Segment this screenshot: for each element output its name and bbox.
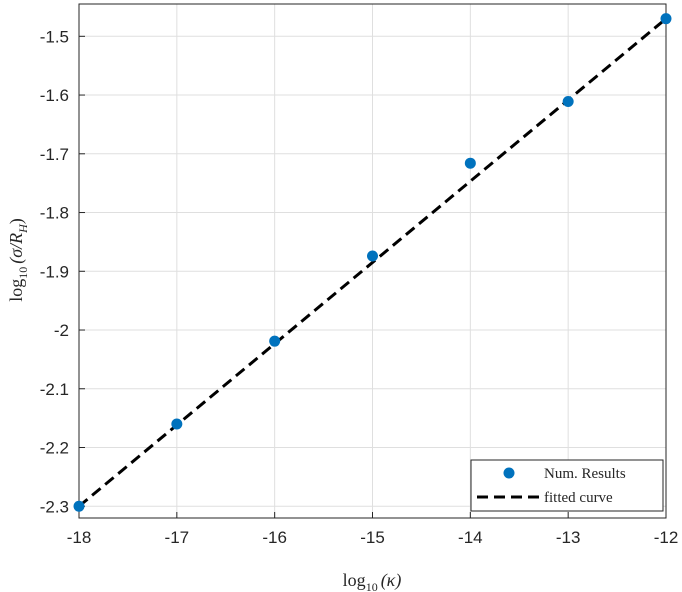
y-axis-label-sub: 10 <box>16 267 30 279</box>
y-axis-label: log10 (σ/RH) <box>6 218 30 302</box>
data-point <box>660 13 672 25</box>
data-point <box>73 500 85 512</box>
x-axis-label-arg: (κ) <box>381 570 402 591</box>
y-tick-label: -1.5 <box>40 27 69 46</box>
x-tick-label: -17 <box>165 528 190 547</box>
y-tick-label: -1.7 <box>40 145 69 164</box>
x-axis-label-prefix: log <box>343 570 366 590</box>
y-tick-label: -1.8 <box>40 204 69 223</box>
x-tick-label: -16 <box>262 528 287 547</box>
y-axis-label-prefix: log <box>6 279 26 302</box>
y-tick-label: -1.9 <box>40 262 69 281</box>
legend-label-fitted-curve: fitted curve <box>544 490 613 506</box>
legend-marker-num-results <box>503 467 515 479</box>
y-tick-label: -2.3 <box>40 497 69 516</box>
x-tick-label: -12 <box>654 528 679 547</box>
y-tick-label: -1.6 <box>40 86 69 105</box>
data-point <box>269 335 281 347</box>
legend-label-num-results: Num. Results <box>544 466 626 482</box>
x-axis-label: log10 (κ) <box>343 570 402 592</box>
x-tick-label: -18 <box>67 528 92 547</box>
x-tick-label: -15 <box>360 528 385 547</box>
data-point <box>367 250 378 262</box>
y-tick-label: -2.2 <box>40 439 69 458</box>
legend-box <box>470 459 664 512</box>
data-point <box>464 157 476 169</box>
y-axis: -2.3 -2.2 -2.1 -2 -1.9 -1.8 -1.7 -1.6 -1.5 <box>40 27 85 516</box>
y-tick-label: -2 <box>54 321 69 340</box>
y-tick-label: -2.1 <box>40 380 69 399</box>
y-axis-label-arg-sub: H <box>16 223 30 234</box>
x-tick-label: -13 <box>556 528 581 547</box>
data-point <box>171 418 183 430</box>
x-axis: -18 -17 -16 -15 -14 -13 -12 <box>67 512 679 547</box>
data-point <box>562 96 574 108</box>
x-axis-label-sub: 10 <box>366 580 378 592</box>
y-axis-label-arg-close: ) <box>6 218 27 224</box>
x-tick-label: -14 <box>458 528 483 547</box>
grid <box>78 4 667 518</box>
series <box>73 13 672 512</box>
y-axis-label-arg: (σ/R <box>6 233 27 264</box>
legend: Num. Results fitted curve <box>470 459 664 512</box>
